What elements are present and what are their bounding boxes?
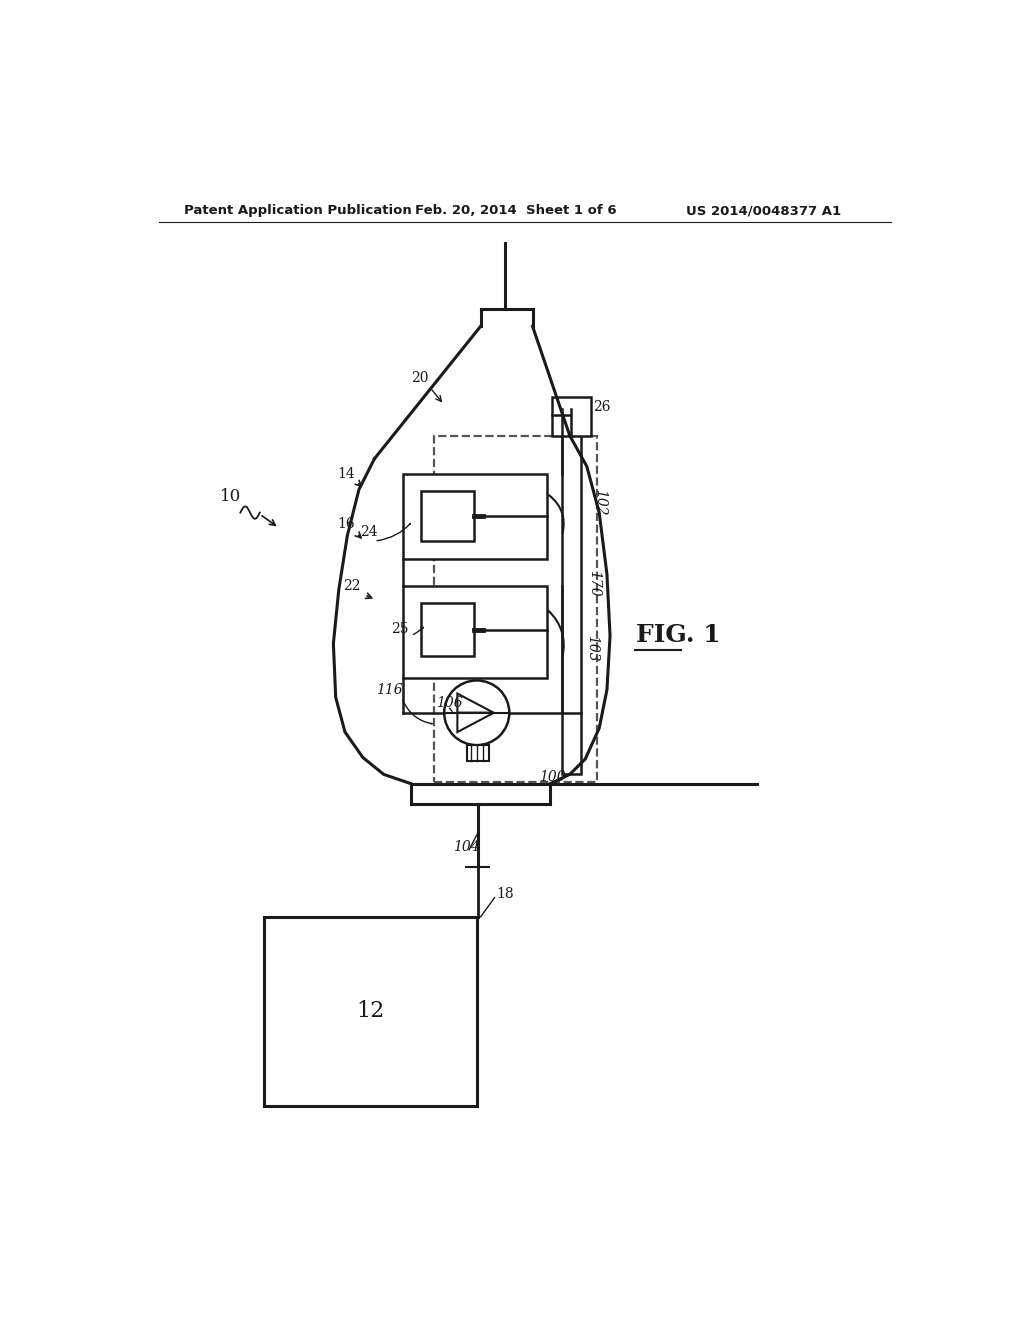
Text: 170: 170 — [587, 570, 601, 597]
Text: 106: 106 — [436, 697, 463, 710]
FancyArrowPatch shape — [549, 611, 564, 656]
Bar — [467, 744, 489, 760]
Text: 104: 104 — [454, 841, 480, 854]
Text: 100: 100 — [539, 770, 565, 784]
FancyArrowPatch shape — [549, 495, 563, 533]
FancyArrowPatch shape — [414, 627, 423, 635]
FancyArrowPatch shape — [377, 524, 411, 541]
Text: 16: 16 — [337, 517, 355, 531]
Bar — [403, 586, 547, 678]
Text: 116: 116 — [376, 682, 402, 697]
Bar — [552, 397, 591, 436]
Text: 102: 102 — [593, 488, 607, 516]
Circle shape — [444, 681, 509, 744]
Text: 18: 18 — [496, 887, 514, 900]
Text: 14: 14 — [337, 467, 355, 480]
Text: US 2014/0048377 A1: US 2014/0048377 A1 — [686, 205, 841, 218]
Bar — [403, 474, 547, 558]
Text: 20: 20 — [411, 371, 428, 384]
Bar — [263, 917, 477, 1106]
Text: Patent Application Publication: Patent Application Publication — [183, 205, 412, 218]
Text: 25: 25 — [391, 623, 409, 636]
Text: Feb. 20, 2014  Sheet 1 of 6: Feb. 20, 2014 Sheet 1 of 6 — [415, 205, 616, 218]
Bar — [421, 603, 474, 656]
Text: FIG. 1: FIG. 1 — [636, 623, 721, 647]
Text: 12: 12 — [356, 1001, 384, 1022]
Text: 22: 22 — [343, 578, 360, 593]
Bar — [562, 409, 582, 775]
Text: 10: 10 — [219, 488, 241, 506]
Bar — [421, 491, 474, 541]
Text: 24: 24 — [360, 525, 378, 539]
Text: 103: 103 — [586, 635, 599, 661]
FancyArrowPatch shape — [402, 700, 432, 723]
Text: 26: 26 — [593, 400, 610, 414]
